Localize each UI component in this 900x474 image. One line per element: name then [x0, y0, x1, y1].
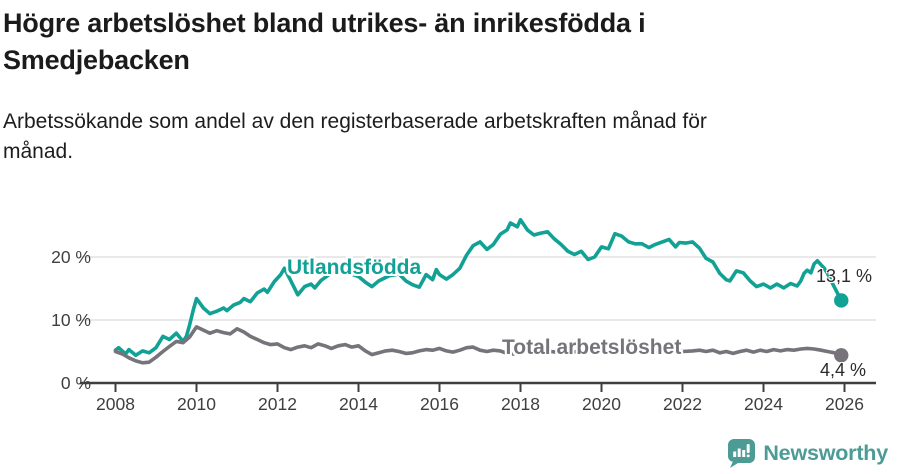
x-tick-label-2026: 2026 — [825, 394, 864, 414]
end-dot-0 — [834, 293, 849, 308]
newsworthy-brand-link[interactable]: Newsworthy — [728, 439, 888, 468]
end-value-label-utlandsfodda: 13,1 % — [816, 266, 873, 286]
title-line-1: Högre arbetslöshet bland utrikes- än inr… — [3, 8, 646, 38]
subtitle-line-2: månad. — [3, 140, 74, 163]
series-line-1 — [113, 325, 844, 365]
y-tick-label-10: 10 % — [51, 310, 91, 330]
x-tick-label-2020: 2020 — [582, 394, 621, 414]
y-tick-label-0: 0 % — [61, 373, 91, 393]
series-label-utlandsfodda: Utlandsfödda — [287, 256, 422, 279]
x-tick-label-2018: 2018 — [501, 394, 540, 414]
x-tick-label-2022: 2022 — [663, 394, 702, 414]
x-tick-label-2016: 2016 — [420, 394, 459, 414]
title-line-2: Smedjebacken — [3, 45, 190, 75]
series-label-total-arbetsloshet: Total arbetslöshet — [502, 336, 682, 359]
end-dot-1 — [834, 348, 849, 363]
y-tick-label-20: 20 % — [51, 247, 91, 267]
chart-subtitle: Arbetssökande som andel av den registerb… — [3, 107, 848, 167]
x-tick-label-2014: 2014 — [339, 394, 378, 414]
end-value-label-total: 4,4 % — [820, 360, 867, 380]
subtitle-line-1: Arbetssökande som andel av den registerb… — [3, 110, 707, 133]
series-line-0 — [113, 218, 844, 358]
newsworthy-brand-text: Newsworthy — [763, 441, 888, 465]
x-tick-label-2010: 2010 — [177, 394, 216, 414]
x-tick-label-2012: 2012 — [258, 394, 297, 414]
x-tick-label-2024: 2024 — [744, 394, 783, 414]
newsworthy-logo-icon — [728, 439, 756, 468]
x-tick-label-2008: 2008 — [96, 394, 135, 414]
page-title: Högre arbetslöshet bland utrikes- än inr… — [3, 5, 813, 79]
